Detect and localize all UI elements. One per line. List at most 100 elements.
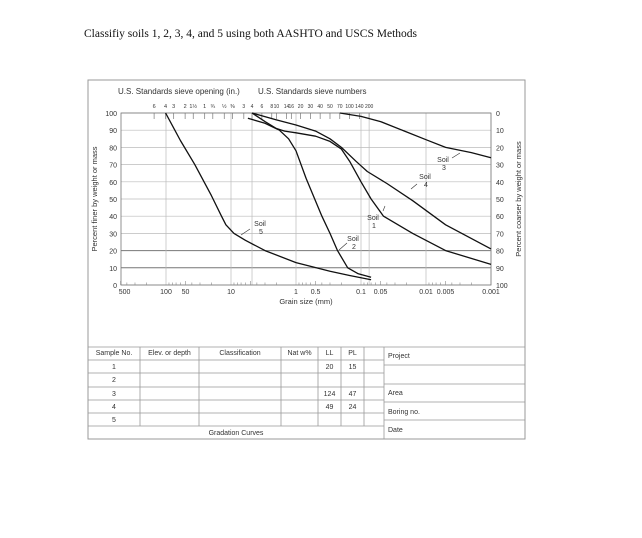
- y-tick-label: 0: [113, 283, 117, 290]
- sieve-label: 40: [317, 104, 323, 110]
- y-tick-label: 30: [109, 231, 117, 238]
- y-right-tick-label: 20: [496, 145, 504, 152]
- y-tick-label: 60: [109, 180, 117, 187]
- y-right-tick-label: 60: [496, 214, 504, 221]
- side-label-boring: Boring no.: [388, 409, 420, 416]
- table-header: Classification: [219, 350, 260, 357]
- sieve-label: 70: [337, 104, 343, 110]
- x-tick-label: 0.5: [311, 289, 321, 296]
- y-right-tick-label: 0: [496, 111, 500, 118]
- sieve-label: 100: [345, 104, 354, 110]
- sieve-label: 3: [172, 104, 175, 110]
- x-tick-label: 0.1: [356, 289, 366, 296]
- y-right-tick-label: 10: [496, 128, 504, 135]
- sieve-label: 6: [260, 104, 263, 110]
- sieve-label: ½: [222, 103, 227, 110]
- chart-curves: [165, 112, 492, 281]
- side-label-area: Area: [388, 390, 403, 397]
- y-axis-title: Percent finer by weight or mass: [90, 146, 99, 251]
- sieve-label: 8: [270, 104, 273, 110]
- soil-label-arrow: [338, 242, 348, 251]
- y-tick-label: 70: [109, 163, 117, 170]
- table-cell: 20: [326, 364, 334, 371]
- table-cell: 24: [349, 404, 357, 411]
- sieve-label: 2: [184, 104, 187, 110]
- x-tick-label: 100: [160, 289, 172, 296]
- sieve-label: 16: [289, 104, 295, 110]
- table-header: Elev. or depth: [148, 350, 191, 357]
- side-label-date: Date: [388, 427, 403, 434]
- sieve-label: 1½: [189, 103, 197, 110]
- sieve-label: 20: [298, 104, 304, 110]
- chart-grid: [120, 112, 492, 286]
- data-table: Sample No. Elev. or depth Classification Na…: [87, 346, 526, 440]
- y-tick-label: 50: [109, 197, 117, 204]
- x-tick-label: 0.005: [437, 289, 455, 296]
- sieve-label: 30: [308, 104, 314, 110]
- x-axis-title: Grain size (mm): [279, 297, 333, 306]
- y-tick-label: 90: [109, 128, 117, 135]
- soil-label-word: Soil: [437, 157, 449, 164]
- soil-label-arrow: [451, 152, 461, 159]
- soil-label-number: 5: [259, 229, 263, 236]
- soil-label-word: Soil: [347, 236, 359, 243]
- side-label-project: Project: [388, 353, 410, 360]
- x-tick-label: 10: [227, 289, 235, 296]
- y-right-tick-label: 100: [496, 283, 508, 290]
- curve-soil-5: [165, 112, 372, 281]
- sieve-label: 3: [242, 104, 245, 110]
- x-tick-label: 0.01: [419, 289, 433, 296]
- sieve-label: ⅜: [230, 104, 235, 110]
- table-cell: 2: [112, 377, 116, 384]
- sieve-label: 1: [203, 104, 206, 110]
- y-right-tick-label: 80: [496, 249, 504, 256]
- curve-soil-2: [247, 117, 372, 278]
- sieve-label: 6: [153, 104, 156, 110]
- sieve-label: 14: [284, 104, 290, 110]
- soil-label-arrow: [240, 228, 251, 236]
- sieve-label: 4: [251, 104, 254, 110]
- soil-label-word: Soil: [419, 174, 431, 181]
- sieve-label: 140: [355, 104, 364, 110]
- soil-label-arrow: [382, 205, 386, 212]
- y-tick-label: 80: [109, 145, 117, 152]
- y-tick-label: 20: [109, 249, 117, 256]
- sieve-label: 50: [327, 104, 333, 110]
- x-tick-label: 0.05: [374, 289, 388, 296]
- soil-label-arrow: [410, 183, 418, 190]
- x-tick-label: 50: [182, 289, 190, 296]
- sieve-label: 4: [164, 104, 167, 110]
- table-footer: Gradation Curves: [209, 430, 264, 437]
- table-cell: 1: [112, 364, 116, 371]
- y-right-tick-label: 90: [496, 266, 504, 273]
- question-text: Classifiy soils 1, 2, 3, 4, and 5 using …: [84, 28, 417, 40]
- curve-soil-4: [251, 112, 492, 250]
- y-right-tick-label: 30: [496, 163, 504, 170]
- sieve-label: 10: [274, 104, 280, 110]
- table-header: LL: [326, 350, 334, 357]
- x-tick-label: 1: [294, 289, 298, 296]
- soil-label-word: Soil: [367, 215, 379, 222]
- table-cell: 5: [112, 417, 116, 424]
- sieve-label: 200: [365, 104, 374, 110]
- y-right-tick-label: 40: [496, 180, 504, 187]
- soil-label-number: 4: [424, 182, 428, 189]
- x-tick-label: 0.001: [482, 289, 500, 296]
- table-cell: 124: [324, 391, 336, 398]
- header-sieve-numbers: U.S. Standards sieve numbers: [258, 87, 367, 96]
- curve-soil-3: [339, 112, 492, 159]
- soil-label-number: 1: [372, 223, 376, 230]
- header-sieve-opening: U.S. Standards sieve opening (in.): [118, 87, 240, 96]
- table-header: Sample No.: [96, 350, 133, 357]
- y-tick-label: 10: [109, 266, 117, 273]
- soil-label-number: 2: [352, 244, 356, 251]
- y-right-tick-label: 70: [496, 231, 504, 238]
- sieve-label: ¾: [211, 104, 216, 110]
- table-cell: 47: [349, 391, 357, 398]
- table-cell: 49: [326, 404, 334, 411]
- soil-label-word: Soil: [254, 221, 266, 228]
- table-header: PL: [348, 350, 357, 357]
